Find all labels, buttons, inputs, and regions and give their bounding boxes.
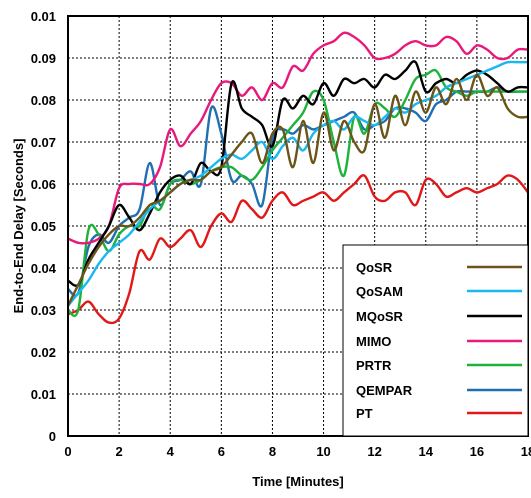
x-tick-label: 4 <box>167 444 175 459</box>
legend-label-qempar: QEMPAR <box>356 383 413 398</box>
y-tick-label: 0.01 <box>31 387 56 402</box>
x-tick-label: 2 <box>115 444 122 459</box>
y-tick-label: 0.04 <box>31 261 57 276</box>
y-tick-label: 0.09 <box>31 51 56 66</box>
legend-label-mqosr: MQoSR <box>356 309 404 324</box>
y-tick-labels: 0 0.01 0.02 0.03 0.04 0.05 0.06 0.07 0.08 0.09 0.0… <box>31 9 57 444</box>
legend-label-qosr: QoSR <box>356 260 393 275</box>
x-tick-label: 18 <box>521 444 531 459</box>
x-tick-labels: 0 2 4 6 8 10 12 14 16 18 <box>64 444 531 459</box>
legend: QoSR QoSAM MQoSR MIMO PRTR QEMPAR PT <box>342 244 529 437</box>
x-tick-label: 12 <box>367 444 381 459</box>
y-tick-label: 0.05 <box>31 219 56 234</box>
y-tick-label: 0.02 <box>31 345 56 360</box>
plot-frame <box>67 15 529 437</box>
y-tick-label: 0.03 <box>31 303 56 318</box>
legend-label-qosam: QoSAM <box>356 284 403 299</box>
y-tick-label: 0 <box>49 429 56 444</box>
x-tick-label: 14 <box>419 444 434 459</box>
y-axis-label: End-to-End Delay [Seconds] <box>11 139 26 314</box>
legend-label-prtr: PRTR <box>356 358 392 373</box>
x-tick-label: 6 <box>218 444 225 459</box>
x-axis-label: Time [Minutes] <box>252 474 344 489</box>
y-tick-label: 0.07 <box>31 135 56 150</box>
x-tick-label: 10 <box>316 444 330 459</box>
series-line-mimo <box>68 31 528 245</box>
x-tick-label: 8 <box>269 444 276 459</box>
legend-label-mimo: MIMO <box>356 334 391 349</box>
series-line-pt <box>68 174 528 325</box>
y-tick-label: 0.08 <box>31 93 56 108</box>
series-lines <box>68 31 528 325</box>
y-tick-label: 0.01 <box>31 9 56 24</box>
series-line-mqosr <box>68 60 528 287</box>
x-tick-label: 16 <box>470 444 484 459</box>
legend-label-pt: PT <box>356 406 373 421</box>
y-tick-label: 0.06 <box>31 177 56 192</box>
x-tick-label: 0 <box>64 444 71 459</box>
series-line-qosr <box>68 73 528 307</box>
